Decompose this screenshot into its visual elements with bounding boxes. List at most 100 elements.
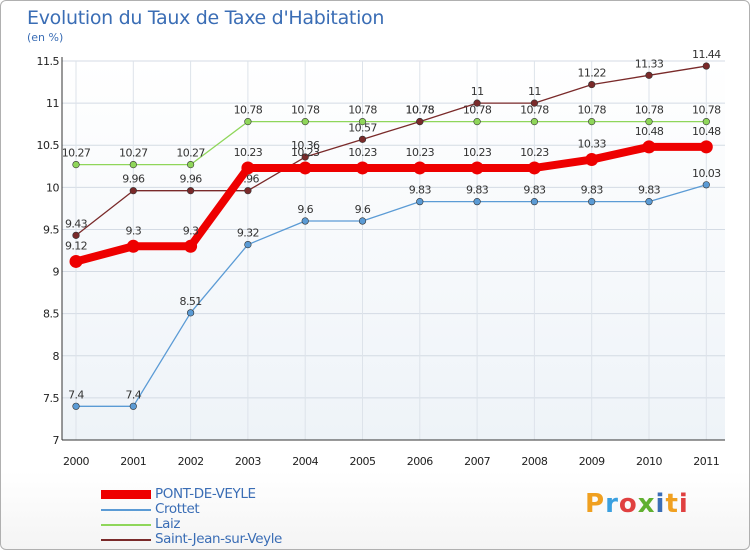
- data-point-saint-jean-sur-veyle: [473, 99, 481, 107]
- data-label-pont-de-veyle: 10.23: [291, 146, 320, 159]
- data-point-laiz: [530, 118, 539, 126]
- data-label-crottet: 9.83: [638, 184, 661, 197]
- x-tick-label: 2010: [636, 455, 662, 468]
- data-label-saint-jean-sur-veyle: 9.96: [122, 173, 145, 186]
- data-label-saint-jean-sur-veyle: 11.22: [577, 67, 606, 80]
- data-label-crottet: 9.83: [409, 184, 432, 197]
- data-point-laiz: [645, 118, 653, 126]
- legend-swatch: [101, 539, 151, 541]
- series-line-laiz: [76, 120, 707, 166]
- logo-letter: t: [665, 489, 679, 519]
- data-point-saint-jean-sur-veyle: [301, 153, 309, 161]
- data-label-laiz: 10.27: [62, 147, 91, 160]
- data-point-crottet: [530, 198, 539, 206]
- data-point-laiz: [473, 118, 481, 126]
- y-tick-label: 10.5: [37, 139, 60, 152]
- data-label-pont-de-veyle: 10.23: [463, 146, 492, 159]
- data-point-crottet: [416, 198, 424, 206]
- data-point-saint-jean-sur-veyle: [588, 80, 596, 89]
- data-point-saint-jean-sur-veyle: [645, 71, 653, 79]
- chart-subtitle: (en %): [27, 31, 64, 44]
- data-point-crottet: [72, 402, 80, 410]
- data-label-pont-de-veyle: 9.12: [65, 239, 87, 252]
- data-label-crottet: 9.83: [581, 184, 604, 197]
- data-point-crottet: [187, 309, 195, 317]
- data-point-pont-de-veyle: [69, 254, 83, 268]
- data-point-pont-de-veyle: [413, 161, 427, 175]
- y-tick-label: 9: [53, 266, 60, 279]
- data-label-pont-de-veyle: 9.3: [125, 224, 141, 237]
- data-label-saint-jean-sur-veyle: 10.57: [348, 121, 377, 134]
- y-tick-label: 9.5: [43, 223, 59, 236]
- x-tick-label: 2002: [178, 455, 204, 468]
- logo-letter: o: [618, 489, 638, 519]
- legend-swatch: [101, 490, 151, 499]
- data-label-laiz: 10.78: [577, 104, 606, 117]
- series-line-pont-de-veyle: [74, 142, 707, 266]
- data-label-laiz: 10.78: [234, 104, 263, 117]
- data-label-laiz: 10.27: [176, 147, 205, 160]
- data-label-saint-jean-sur-veyle: 11.44: [692, 48, 721, 61]
- x-tick-label: 2001: [120, 455, 146, 468]
- data-label-crottet: 8.51: [180, 295, 202, 308]
- data-point-laiz: [72, 160, 80, 169]
- data-label-pont-de-veyle: 10.48: [692, 125, 721, 138]
- data-label-pont-de-veyle: 10.33: [577, 138, 606, 151]
- data-point-crottet: [588, 198, 596, 206]
- data-label-crottet: 10.03: [692, 167, 721, 180]
- data-point-saint-jean-sur-veyle: [129, 187, 137, 195]
- x-tick-label: 2007: [464, 455, 490, 468]
- x-tick-label: 2006: [407, 455, 433, 468]
- data-label-crottet: 7.4: [68, 388, 84, 401]
- data-point-pont-de-veyle: [527, 161, 541, 175]
- data-point-laiz: [301, 118, 309, 126]
- logo-letter: i: [655, 489, 666, 519]
- data-point-laiz: [129, 160, 137, 169]
- data-label-saint-jean-sur-veyle: 10.78: [406, 104, 435, 117]
- data-point-crottet: [702, 181, 710, 189]
- data-label-crottet: 7.4: [125, 388, 141, 401]
- data-point-crottet: [473, 198, 481, 206]
- y-tick-label: 8: [53, 350, 60, 363]
- x-tick-label: 2009: [579, 455, 605, 468]
- data-point-pont-de-veyle: [184, 239, 198, 253]
- plot-area: [62, 61, 725, 440]
- data-point-pont-de-veyle: [642, 140, 656, 154]
- legend-swatch: [101, 509, 151, 511]
- data-point-laiz: [588, 118, 596, 126]
- data-label-pont-de-veyle: 10.23: [348, 146, 377, 159]
- data-label-saint-jean-sur-veyle: 11.33: [635, 57, 664, 70]
- x-tick-label: 2008: [521, 455, 547, 468]
- data-point-crottet: [129, 402, 137, 410]
- series-line-saint-jean-sur-veyle: [75, 65, 707, 236]
- data-label-laiz: 10.78: [635, 104, 664, 117]
- x-tick-label: 2003: [235, 455, 261, 468]
- data-label-saint-jean-sur-veyle: 11: [471, 85, 484, 98]
- data-point-crottet: [244, 241, 252, 249]
- data-label-laiz: 10.78: [520, 104, 549, 117]
- data-point-saint-jean-sur-veyle: [187, 187, 195, 195]
- data-label-laiz: 10.78: [463, 104, 492, 117]
- data-point-laiz: [702, 118, 710, 126]
- data-point-pont-de-veyle: [699, 140, 713, 154]
- data-point-crottet: [645, 198, 653, 206]
- logo-letter: P: [585, 489, 606, 519]
- data-point-crottet: [358, 217, 367, 225]
- data-label-crottet: 9.6: [355, 203, 371, 216]
- data-point-laiz: [187, 160, 195, 169]
- data-label-pont-de-veyle: 10.23: [520, 146, 549, 159]
- chart-title: Evolution du Taux de Taxe d'Habitation: [27, 7, 385, 29]
- chart-svg: 7 7.5 8 8.5 9 9.5 10 10.5 11 11.5 2000 2001 2002 2003…: [37, 48, 725, 468]
- legend-label: Laiz: [155, 516, 181, 532]
- data-label-laiz: 10.78: [291, 104, 320, 117]
- data-label-crottet: 9.6: [297, 203, 313, 216]
- data-point-pont-de-veyle: [585, 153, 599, 167]
- legend-label: PONT-DE-VEYLE: [155, 486, 256, 502]
- data-label-laiz: 10.78: [692, 104, 721, 117]
- data-label-pont-de-veyle: 9.3: [183, 224, 199, 237]
- logo-letter: r: [605, 489, 619, 519]
- data-label-pont-de-veyle: 10.23: [234, 146, 263, 159]
- data-point-pont-de-veyle: [126, 239, 140, 253]
- data-label-pont-de-veyle: 10.48: [635, 125, 664, 138]
- data-point-laiz: [244, 118, 252, 126]
